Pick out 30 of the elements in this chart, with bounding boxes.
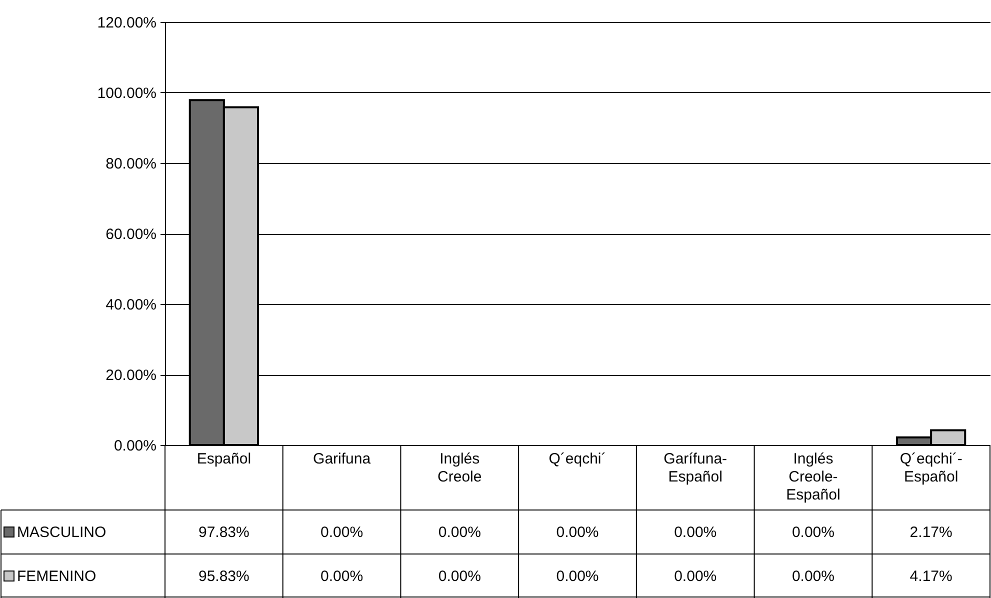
data-label: 0.00% bbox=[674, 568, 717, 585]
x-tick-label: Inglés Creole bbox=[438, 450, 482, 486]
data-label: 0.00% bbox=[556, 568, 599, 585]
legend-label: FEMENINO bbox=[17, 568, 96, 585]
y-tick-label: 40.00% bbox=[106, 296, 156, 314]
data-label: 0.00% bbox=[792, 568, 834, 585]
x-tick-label: Inglés Creole-Español bbox=[786, 450, 840, 504]
data-label: 0.00% bbox=[438, 524, 481, 541]
x-tick-label: Español bbox=[196, 450, 252, 468]
y-tick-label: 100.00% bbox=[97, 85, 156, 102]
y-tick-label: 60.00% bbox=[106, 226, 156, 243]
y-tick-label: 120.00% bbox=[97, 14, 156, 32]
x-tick-label: Garifuna bbox=[313, 450, 372, 468]
data-label: 0.00% bbox=[438, 568, 481, 585]
x-tick-label: Garífuna-Español bbox=[664, 450, 728, 486]
data-label: 95.83% bbox=[198, 568, 250, 585]
data-label: 0.00% bbox=[320, 568, 364, 585]
data-label: 0.00% bbox=[792, 524, 834, 541]
data-label: 0.00% bbox=[320, 524, 364, 541]
x-tick-label: Q´eqchi´-Español bbox=[900, 450, 962, 486]
data-label: 2.17% bbox=[910, 524, 952, 541]
y-tick-label: 20.00% bbox=[106, 367, 156, 384]
x-tick-label: Q´eqchi´ bbox=[548, 450, 606, 468]
legend-label: MASCULINO bbox=[17, 524, 106, 541]
y-tick-label: 80.00% bbox=[106, 156, 156, 172]
y-tick-label: 0.00% bbox=[114, 438, 156, 454]
data-label: 0.00% bbox=[556, 524, 599, 541]
data-label: 97.83% bbox=[198, 524, 250, 541]
data-label: 0.00% bbox=[674, 524, 717, 541]
data-label: 4.17% bbox=[910, 568, 952, 585]
